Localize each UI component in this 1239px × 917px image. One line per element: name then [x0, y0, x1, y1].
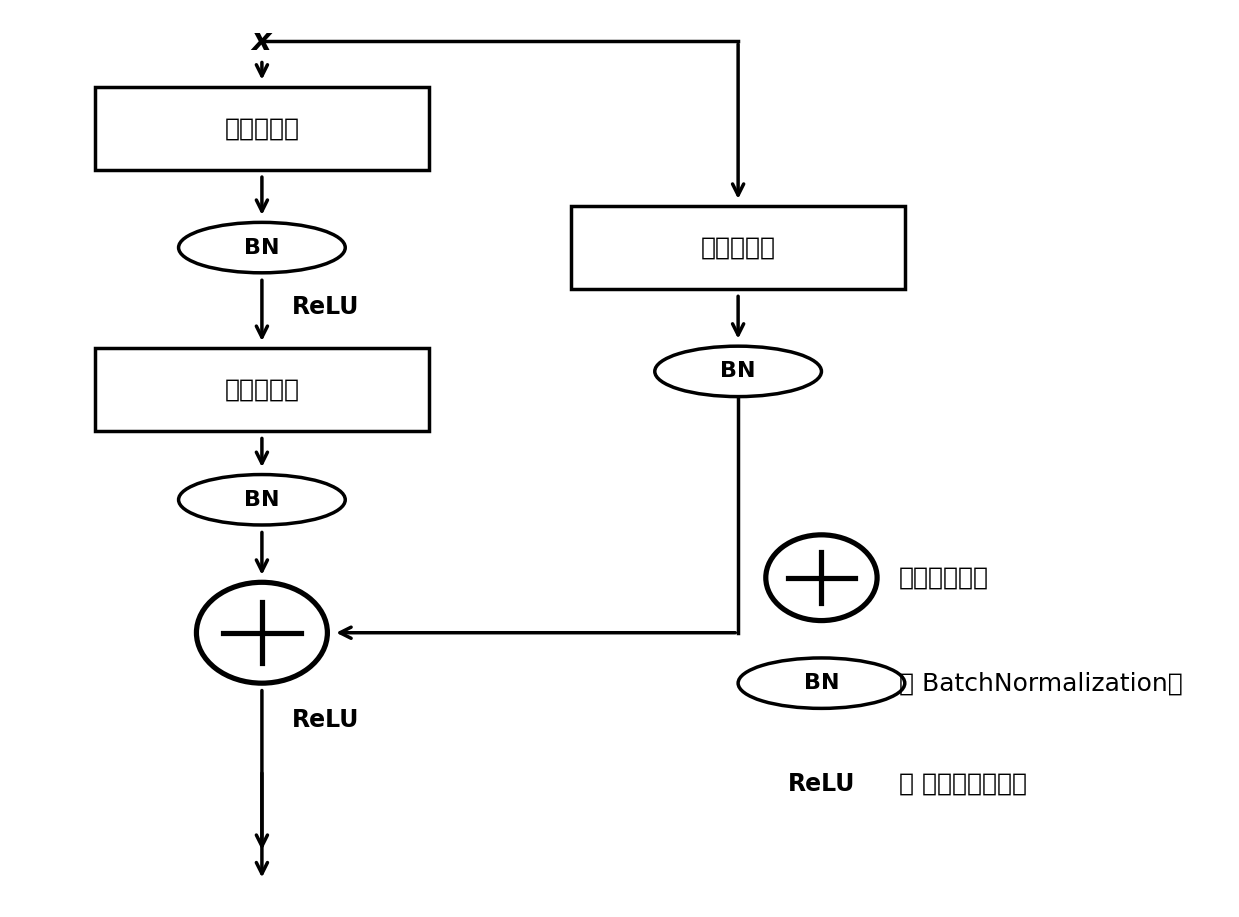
Ellipse shape	[178, 223, 346, 273]
Text: 二维卷积层: 二维卷积层	[224, 378, 300, 402]
Text: ：按元素相加: ：按元素相加	[898, 566, 989, 590]
FancyBboxPatch shape	[571, 206, 904, 289]
Text: $\bfit{x}$: $\bfit{x}$	[250, 26, 274, 57]
Circle shape	[197, 582, 327, 683]
Text: BN: BN	[720, 361, 756, 381]
Circle shape	[766, 535, 877, 621]
FancyBboxPatch shape	[95, 87, 429, 170]
Text: ReLU: ReLU	[291, 295, 359, 319]
Ellipse shape	[178, 475, 346, 525]
Text: BN: BN	[244, 238, 280, 258]
Ellipse shape	[738, 658, 904, 708]
Ellipse shape	[654, 347, 821, 397]
Text: 二维卷积层: 二维卷积层	[224, 116, 300, 140]
Text: ReLU: ReLU	[291, 708, 359, 732]
FancyBboxPatch shape	[95, 348, 429, 431]
Text: ： BatchNormalization层: ： BatchNormalization层	[898, 671, 1182, 695]
Text: BN: BN	[804, 673, 839, 693]
Text: ReLU: ReLU	[788, 772, 855, 796]
Text: BN: BN	[244, 490, 280, 510]
Text: 二维卷积层: 二维卷积层	[700, 236, 776, 260]
Text: ： 非线性激活函数: ： 非线性激活函数	[898, 772, 1027, 796]
